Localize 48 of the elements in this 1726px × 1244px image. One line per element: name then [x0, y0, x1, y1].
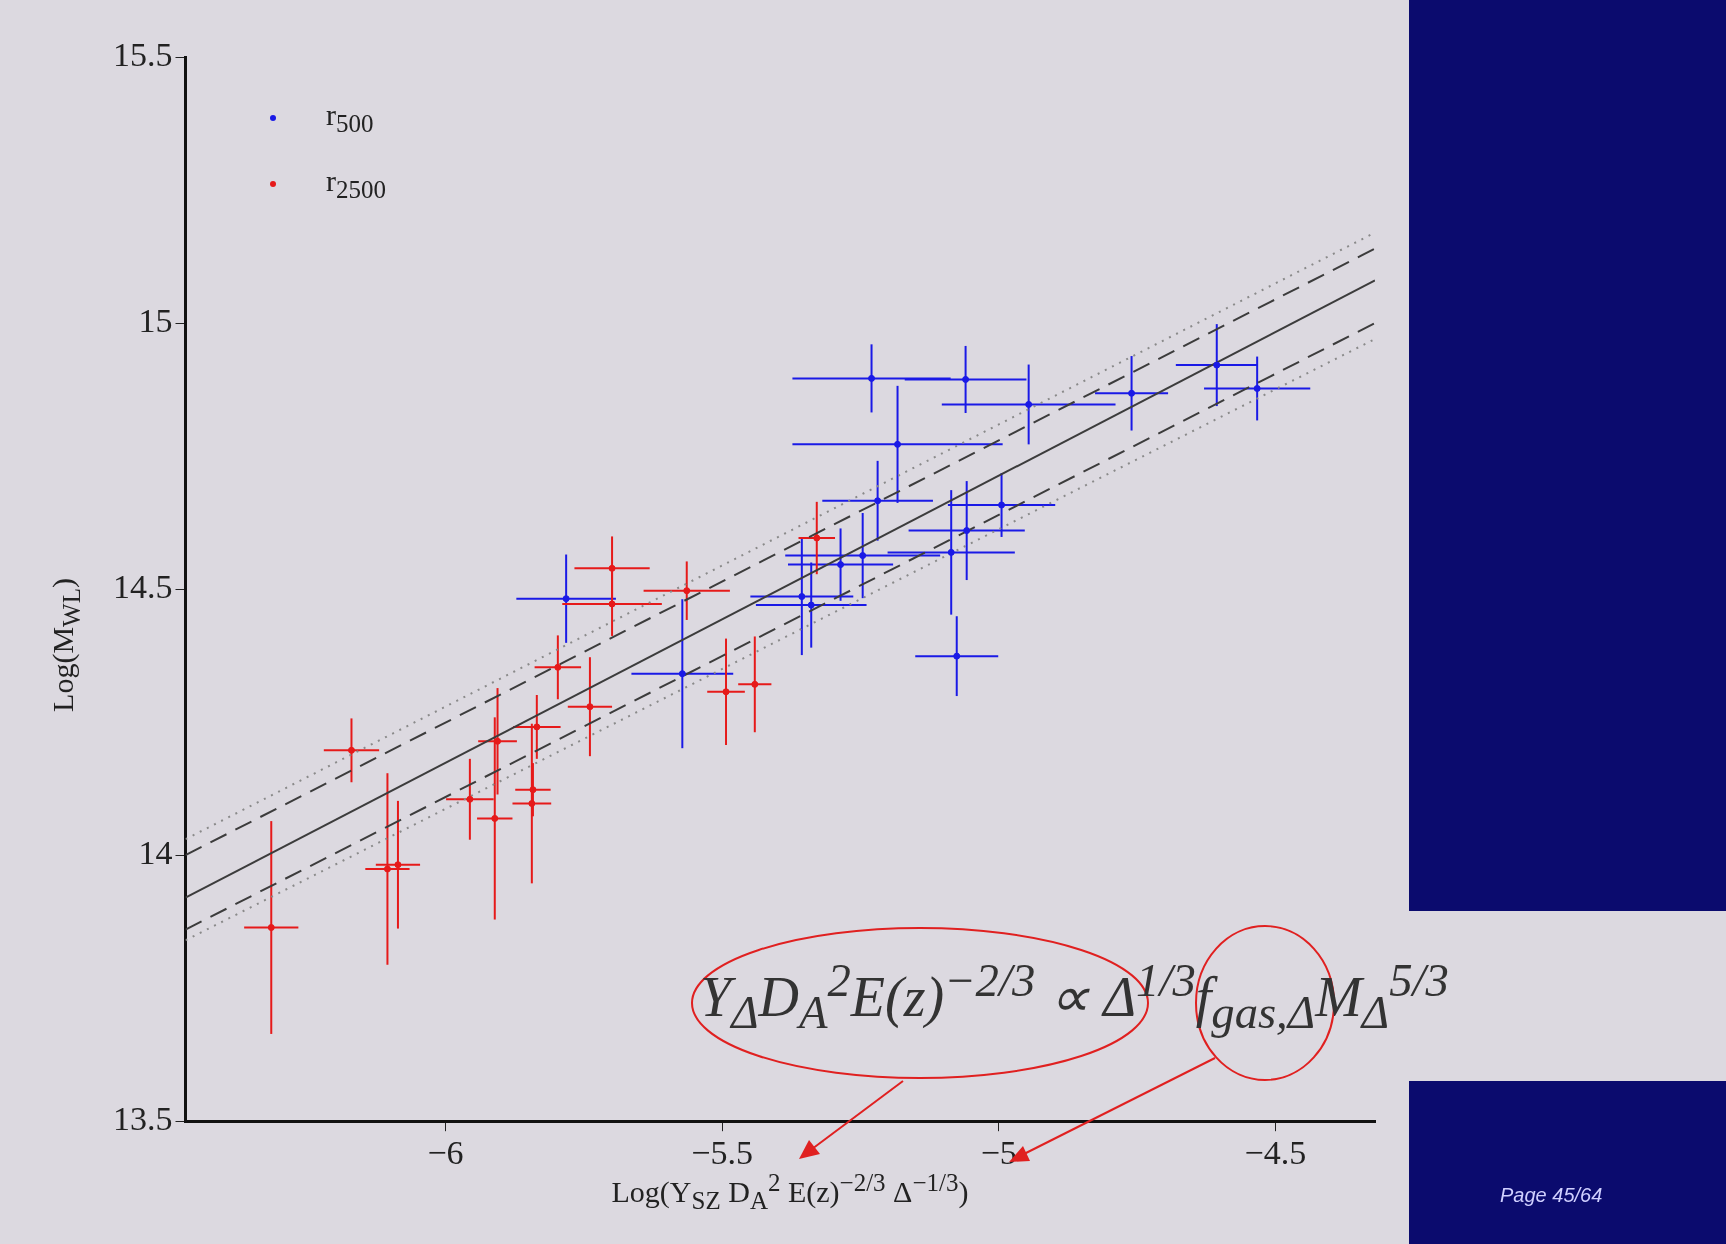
point [894, 440, 902, 448]
point [953, 652, 961, 660]
point [837, 561, 845, 569]
point [678, 670, 686, 678]
point [798, 593, 806, 601]
y-tick-label: 13.5 [113, 1100, 173, 1138]
point [1213, 361, 1221, 369]
text: Log(Y$_{SZ}$ D$_{A}$$^{2}$ E(z)$^{−2/3}$ Δ$^{−1/3}$) [611, 1169, 969, 1214]
x-tick-label: −5.5 [691, 1133, 753, 1171]
point [1128, 389, 1136, 397]
point [394, 861, 402, 869]
point [533, 723, 541, 731]
legend-label: r$_{500}$ [326, 98, 374, 138]
point [962, 375, 970, 383]
y-tick-label: 15.5 [113, 35, 173, 73]
point [608, 600, 616, 608]
legend-label: r$_{2500}$ [326, 164, 386, 204]
point [562, 595, 570, 603]
point [347, 746, 355, 754]
y-tick-label: 14 [138, 834, 173, 872]
point [494, 737, 502, 745]
point [1025, 400, 1033, 408]
point [608, 564, 616, 572]
y-tick-label: 14.5 [113, 568, 173, 606]
x-tick-label: −4.5 [1244, 1133, 1307, 1171]
point [998, 501, 1006, 509]
point [529, 786, 537, 794]
point [751, 680, 759, 688]
point [1253, 385, 1261, 392]
point [874, 497, 882, 505]
point [947, 548, 955, 556]
point [722, 688, 730, 696]
point [813, 534, 821, 542]
x-tick-label: −6 [427, 1133, 464, 1171]
y-tick-label: 15 [138, 301, 173, 339]
point [586, 703, 594, 711]
point [528, 800, 536, 808]
point [554, 663, 562, 671]
point [383, 865, 391, 873]
point [267, 924, 275, 932]
point [859, 552, 867, 560]
point [807, 601, 815, 609]
text: Page 45/64 [1500, 1184, 1603, 1206]
point [963, 527, 971, 535]
point [466, 795, 474, 803]
point [868, 374, 876, 382]
point [683, 587, 691, 595]
point [491, 814, 499, 822]
